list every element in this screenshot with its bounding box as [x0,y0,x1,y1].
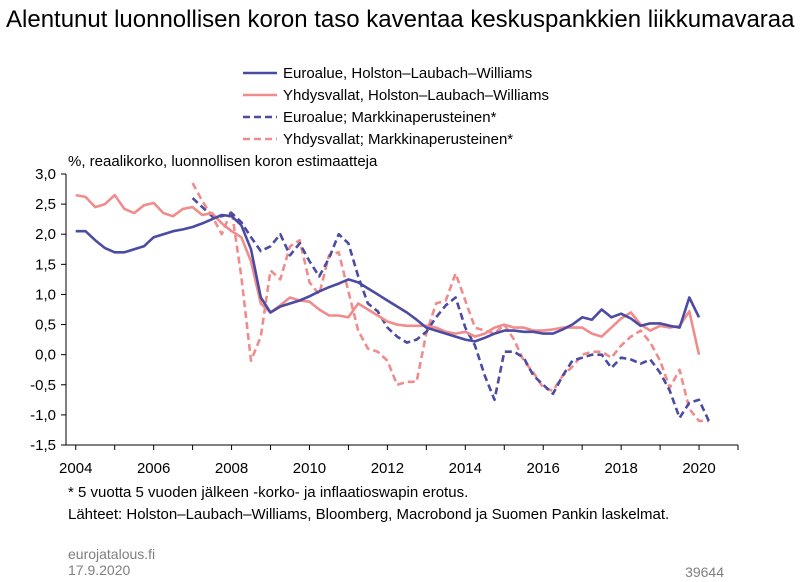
x-tick-label: 2018 [604,460,637,477]
x-tick-label: 2012 [371,460,404,477]
legend-label-us-hlw: Yhdysvallat, Holston–Laubach–Williams [283,86,549,104]
y-tick-label: -1,5 [30,437,56,454]
legend-swatch-us-hlw [243,93,277,97]
chart-legend: Euroalue, Holston–Laubach–Williams Yhdys… [243,62,549,150]
chart-code: 39644 [685,564,724,580]
chart-footnotes: * 5 vuotta 5 vuoden jälkeen -korko- ja i… [68,482,768,526]
legend-label-euro-market: Euroalue; Markkinaperusteinen* [283,108,497,126]
y-tick-label: 1,5 [35,256,56,273]
footnote-sources: Lähteet: Holston–Laubach–Williams, Bloom… [68,506,670,523]
x-tick-label: 2010 [293,460,326,477]
legend-item-euro-market: Euroalue; Markkinaperusteinen* [243,106,549,128]
y-tick-label: 0,5 [35,317,56,334]
y-tick-label: 0,0 [35,347,56,364]
source-date: 17.9.2020 [68,562,131,578]
source-block: eurojatalous.fi 17.9.2020 [68,546,155,578]
chart-title: Alentunut luonnollisen koron taso kavent… [6,6,795,33]
series-line-euro-market [191,197,710,422]
legend-item-us-hlw: Yhdysvallat, Holston–Laubach–Williams [243,84,549,106]
series-line-us-hlw [75,193,701,355]
x-tick-label: 2006 [137,460,170,477]
series-line-euro-hlw [75,213,701,343]
y-tick-label: -0,5 [30,377,56,394]
y-tick-label: 1,0 [35,286,56,303]
footnote-swap: * 5 vuotta 5 vuoden jälkeen -korko- ja i… [68,484,469,501]
x-tick-label: 2004 [59,460,92,477]
legend-item-euro-hlw: Euroalue, Holston–Laubach–Williams [243,62,549,84]
y-tick-label: 2,0 [35,226,56,243]
source-site: eurojatalous.fi [68,546,156,562]
x-tick-label: 2016 [527,460,560,477]
x-tick-label: 2014 [449,460,482,477]
legend-swatch-euro-hlw [243,71,277,75]
series-line-us-market [191,182,709,423]
y-tick-label: -1,0 [30,407,56,424]
legend-item-us-market: Yhdysvallat; Markkinaperusteinen* [243,128,549,150]
legend-label-euro-hlw: Euroalue, Holston–Laubach–Williams [283,64,533,82]
legend-swatch-us-market [243,137,277,141]
x-tick-label: 2020 [682,460,715,477]
x-tick-label: 2008 [215,460,248,477]
y-tick-label: 2,5 [35,196,56,213]
y-tick-label: 3,0 [35,166,56,183]
y-axis-unit-label: %, reaalikorko, luonnollisen koron estim… [68,153,378,170]
legend-swatch-euro-market [243,115,277,119]
legend-label-us-market: Yhdysvallat; Markkinaperusteinen* [283,130,514,148]
